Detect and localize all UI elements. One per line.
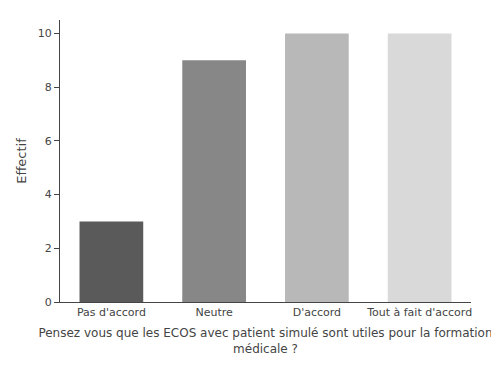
svg-text:Pas d'accord: Pas d'accord (77, 306, 146, 319)
svg-text:2: 2 (45, 242, 52, 255)
svg-text:Neutre: Neutre (195, 306, 233, 319)
svg-text:0: 0 (45, 296, 52, 309)
svg-text:10: 10 (38, 27, 52, 40)
svg-text:D'accord: D'accord (293, 306, 341, 319)
svg-text:8: 8 (45, 81, 52, 94)
svg-text:6: 6 (45, 135, 52, 148)
svg-text:Tout à fait d'accord: Tout à fait d'accord (366, 306, 472, 319)
svg-text:Pensez vous que les ECOS avec: Pensez vous que les ECOS avec patient si… (38, 326, 491, 356)
svg-text:4: 4 (45, 188, 52, 201)
svg-text:Effectif: Effectif (14, 138, 29, 184)
